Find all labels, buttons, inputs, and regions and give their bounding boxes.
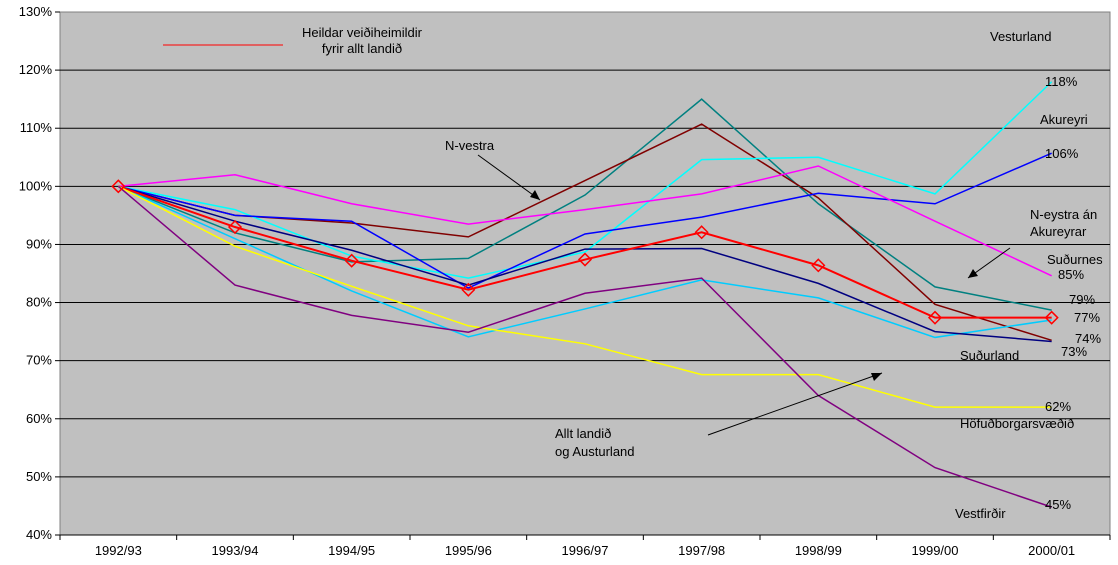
x-tick-label: 1992/93 [95,543,142,558]
label-neystra-1: N-eystra án [1030,207,1097,222]
series-marker [811,258,826,273]
y-tick-label: 70% [26,353,52,368]
y-tick-label: 100% [19,178,53,193]
series-markers [111,179,1059,325]
arrow-nvestra [477,154,541,201]
label-allt-landid-1: Allt landið [555,426,611,441]
x-tick-label: 1996/97 [562,543,609,558]
y-tick-label: 60% [26,411,52,426]
series-marker [461,282,476,297]
label-vestfirdir: Vestfirðir [955,506,1006,521]
x-tick-label: 1997/98 [678,543,725,558]
gridlines [60,69,1110,478]
y-tick-label: 110% [20,120,53,135]
series-marker [694,225,709,240]
series-line [118,98,1052,311]
x-tick-label: 1998/99 [795,543,842,558]
label-nvestra: N-vestra [445,138,495,153]
y-tick-label: 80% [26,295,52,310]
y-tick-label: 120% [19,62,53,77]
legend-text-line2: fyrir allt landið [322,41,402,56]
x-tick-label: 1999/00 [912,543,959,558]
label-79: 79% [1069,292,1095,307]
series-marker [111,179,126,194]
series-line [117,185,1052,408]
series-line [118,185,1052,343]
plot-area [59,11,1111,536]
x-tick-label: 2000/01 [1028,543,1075,558]
series-line [118,185,1052,319]
label-sudurland: Suðurland [960,348,1019,363]
label-neystra-2: Akureyrar [1030,224,1087,239]
label-77: 77% [1074,310,1100,325]
label-allt-landid-2: og Austurland [555,444,635,459]
y-tick-label: 50% [26,469,52,484]
label-118: 118% [1045,74,1078,89]
series-marker [1044,310,1059,325]
x-tick-label: 1994/95 [328,543,375,558]
y-tick-label: 130% [19,4,53,19]
arrow-allt [707,372,883,436]
series-marker [927,310,943,325]
series-marker [344,253,359,268]
label-85: 85% [1058,267,1084,282]
arrow-allt-head [871,373,882,381]
y-tick-label: 90% [26,236,52,251]
label-sudurnes: Suðurnes [1047,252,1103,267]
label-73: 73% [1061,344,1087,359]
label-akureyri: Akureyri [1040,112,1088,127]
x-tick-label: 1993/94 [212,543,259,558]
series-line [118,165,1052,277]
label-62: 62% [1045,399,1071,414]
x-tick-label: 1995/96 [445,543,492,558]
series-line [118,152,1052,289]
label-45: 45% [1045,497,1071,512]
legend-text-line1: Heildar veiðiheimildir [302,25,423,40]
y-tick-label: 40% [26,527,52,542]
label-106: 106% [1045,146,1079,161]
series-line [118,81,1053,279]
series-line [117,185,1052,508]
arrow-neystra-head [968,269,978,278]
label-74: 74% [1075,331,1101,346]
label-hofudborgarsvaedid: Höfuðborgarsvæðið [960,416,1074,431]
x-axis-ticks: 1992/93 1993/94 1994/95 1995/96 1996/97 1997/… [59,534,1111,558]
y-axis-ticks: 40% 50% 60% 70% 80% 90% 100% 110% 120% 130% [19,4,60,542]
series-marker [227,219,243,235]
arrow-nvestra-head [530,190,540,200]
series-lines [117,81,1053,508]
series-marker [577,252,593,267]
series-line [118,185,1052,339]
label-vesturland: Vesturland [990,29,1051,44]
